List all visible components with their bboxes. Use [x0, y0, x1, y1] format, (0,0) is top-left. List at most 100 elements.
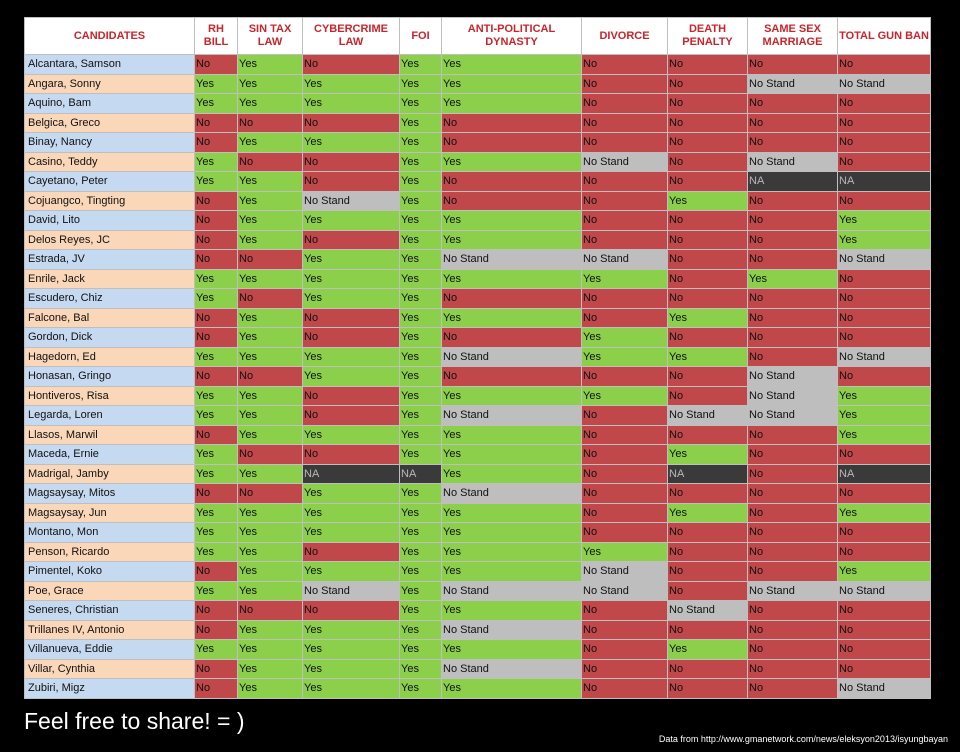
- stance-cell: No: [667, 619, 748, 640]
- stance-cell: No: [747, 561, 838, 582]
- stance-cell: No: [237, 483, 303, 504]
- stance-cell: Yes: [399, 327, 442, 348]
- stance-cell: Yes: [441, 639, 582, 660]
- stance-cell: Yes: [399, 502, 442, 523]
- stance-cell: Yes: [441, 210, 582, 231]
- stance-cell: No: [837, 639, 931, 660]
- table-row: Gordon, Dick No Yes No Yes No Yes No No No: [24, 327, 931, 348]
- candidate-name-cell: Aquino, Bam: [24, 93, 195, 114]
- stance-cell: Yes: [194, 502, 238, 523]
- stance-cell: Yes: [237, 385, 303, 406]
- stance-cell: Yes: [237, 522, 303, 543]
- stance-cell: Yes: [237, 502, 303, 523]
- stance-cell: Yes: [399, 658, 442, 679]
- table-row: Maceda, Ernie Yes No No Yes Yes No Yes No No: [24, 444, 931, 465]
- candidate-name-cell: Llasos, Marwil: [24, 424, 195, 445]
- stance-cell: No: [581, 522, 668, 543]
- candidate-name-cell: Magsaysay, Mitos: [24, 483, 195, 504]
- stance-cell: Yes: [441, 268, 582, 289]
- stance-cell: No: [667, 561, 748, 582]
- stance-cell: Yes: [302, 132, 400, 153]
- stance-cell: No: [581, 112, 668, 133]
- stance-cell: No: [441, 190, 582, 211]
- stance-cell: Yes: [237, 561, 303, 582]
- stance-cell: Yes: [237, 678, 303, 699]
- stance-cell: No: [194, 366, 238, 387]
- stance-cell: No: [441, 288, 582, 309]
- stance-cell: Yes: [837, 385, 931, 406]
- stance-cell: No: [302, 229, 400, 250]
- stance-cell: Yes: [399, 190, 442, 211]
- stance-cell: Yes: [581, 327, 668, 348]
- stance-cell: Yes: [237, 73, 303, 94]
- stance-cell: No Stand: [747, 405, 838, 426]
- table-row: Enrile, Jack Yes Yes Yes Yes Yes Yes No Yes No: [24, 268, 931, 289]
- table-row: Seneres, Christian No No No Yes Yes No No Stand…: [24, 600, 931, 621]
- stance-cell: No: [667, 385, 748, 406]
- stance-cell: Yes: [399, 229, 442, 250]
- stance-cell: No: [837, 483, 931, 504]
- stance-cell: Yes: [399, 249, 442, 270]
- stance-cell: No Stand: [581, 151, 668, 172]
- stance-cell: No: [441, 171, 582, 192]
- stance-cell: Yes: [194, 93, 238, 114]
- stance-cell: Yes: [194, 463, 238, 484]
- table-row: Falcone, Bal No Yes No Yes Yes No Yes No No: [24, 307, 931, 328]
- candidate-name-cell: Trillanes IV, Antonio: [24, 619, 195, 640]
- stance-cell: No: [237, 600, 303, 621]
- stance-cell: No Stand: [441, 658, 582, 679]
- candidate-stance-table: CANDIDATES RH BILL SIN TAX LAW CYBERCRIME L…: [24, 17, 931, 699]
- stance-cell: No: [667, 210, 748, 231]
- stance-cell: Yes: [302, 561, 400, 582]
- stance-cell: Yes: [837, 405, 931, 426]
- stance-cell: No: [581, 171, 668, 192]
- stance-cell: No Stand: [441, 483, 582, 504]
- table-row: Madrigal, Jamby Yes Yes NA NA Yes No NA No NA: [24, 463, 931, 484]
- stance-cell: Yes: [302, 522, 400, 543]
- stance-cell: Yes: [237, 132, 303, 153]
- stance-cell: Yes: [399, 210, 442, 231]
- stance-cell: Yes: [237, 93, 303, 114]
- table-row: Binay, Nancy No Yes Yes Yes No No No No No: [24, 132, 931, 153]
- stance-cell: No: [237, 366, 303, 387]
- stance-cell: Yes: [399, 93, 442, 114]
- stance-cell: No: [747, 249, 838, 270]
- stance-cell: No: [194, 190, 238, 211]
- stance-cell: Yes: [302, 73, 400, 94]
- stance-cell: No Stand: [581, 249, 668, 270]
- stance-cell: No: [667, 93, 748, 114]
- stance-cell: No: [837, 190, 931, 211]
- candidate-name-cell: Magsaysay, Jun: [24, 502, 195, 523]
- candidate-name-cell: Gordon, Dick: [24, 327, 195, 348]
- stance-cell: No: [302, 327, 400, 348]
- table-row: Cojuangco, Tingting No Yes No Stand Yes No No Y…: [24, 190, 931, 211]
- stance-cell: Yes: [837, 424, 931, 445]
- stance-cell: Yes: [237, 639, 303, 660]
- stance-cell: No: [302, 444, 400, 465]
- stance-cell: Yes: [302, 346, 400, 367]
- stance-cell: No: [667, 288, 748, 309]
- stance-cell: Yes: [237, 307, 303, 328]
- stance-cell: NA: [837, 171, 931, 192]
- stance-cell: No: [237, 249, 303, 270]
- candidate-name-cell: Estrada, JV: [24, 249, 195, 270]
- stance-cell: Yes: [399, 639, 442, 660]
- stance-cell: No: [837, 112, 931, 133]
- stance-cell: Yes: [194, 385, 238, 406]
- stance-cell: No: [837, 93, 931, 114]
- stance-cell: No: [747, 619, 838, 640]
- stance-cell: No Stand: [747, 151, 838, 172]
- stance-cell: Yes: [399, 541, 442, 562]
- stance-cell: No Stand: [581, 561, 668, 582]
- stance-cell: No: [441, 366, 582, 387]
- stance-cell: No: [667, 151, 748, 172]
- stance-cell: No: [667, 678, 748, 699]
- stance-cell: Yes: [399, 346, 442, 367]
- stance-cell: Yes: [399, 385, 442, 406]
- stance-cell: Yes: [837, 210, 931, 231]
- stance-cell: No Stand: [837, 73, 931, 94]
- stance-cell: NA: [747, 171, 838, 192]
- stance-cell: No: [581, 132, 668, 153]
- stance-cell: No: [302, 171, 400, 192]
- stance-cell: Yes: [837, 502, 931, 523]
